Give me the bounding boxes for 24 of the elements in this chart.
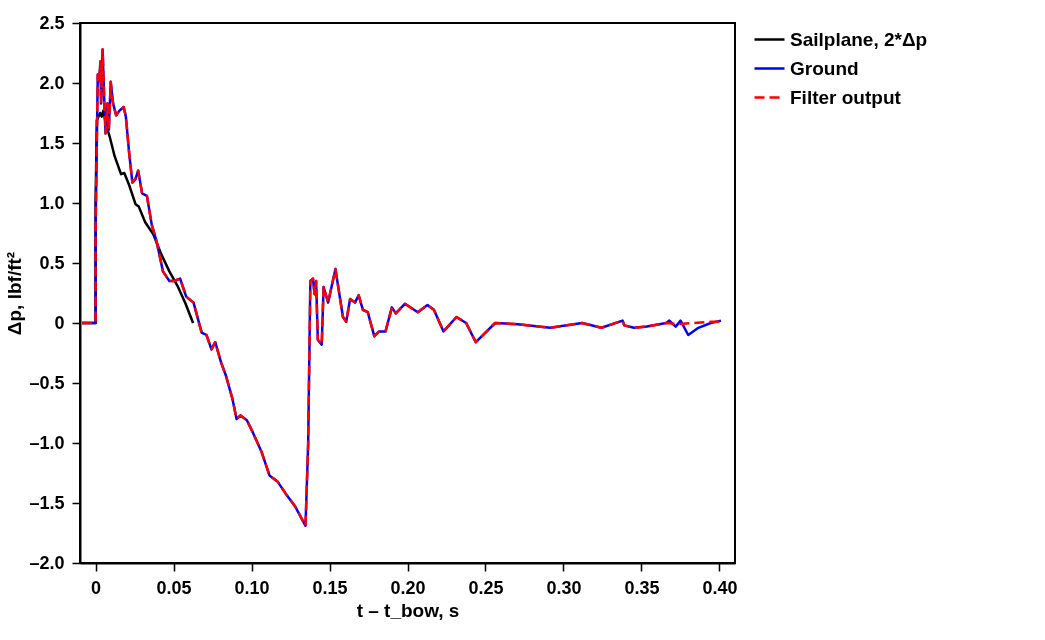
y-tick-label: 0.5 [39,252,65,273]
y-tick-label: 1.0 [39,192,65,213]
x-tick-label: 0.15 [312,577,348,598]
x-tick-label: 0.30 [546,577,582,598]
legend-label: Filter output [790,86,902,108]
y-tick-label: 0 [54,312,65,333]
x-tick-label: 0.25 [468,577,504,598]
legend-label: Ground [790,57,859,79]
y-tick-label: 2.0 [39,72,65,93]
y-tick-label: –2.0 [29,552,65,573]
x-axis-title: t – t_bow, s [356,599,460,621]
x-tick-label: 0.10 [234,577,270,598]
y-tick-label: –0.5 [29,372,65,393]
y-tick-label: –1.0 [29,432,65,453]
x-tick-label: 0.05 [156,577,192,598]
y-tick-label: 2.5 [39,12,65,33]
y-tick-label: –1.5 [29,492,65,513]
x-tick-label: 0.35 [624,577,660,598]
x-tick-label: 0 [91,577,102,598]
y-axis-title: Δp, lbf/ft² [4,251,26,336]
x-tick-label: 0.40 [702,577,738,598]
legend-label: Sailplane, 2*Δp [790,28,928,50]
x-tick-label: 0.20 [390,577,426,598]
y-tick-label: 1.5 [39,132,65,153]
